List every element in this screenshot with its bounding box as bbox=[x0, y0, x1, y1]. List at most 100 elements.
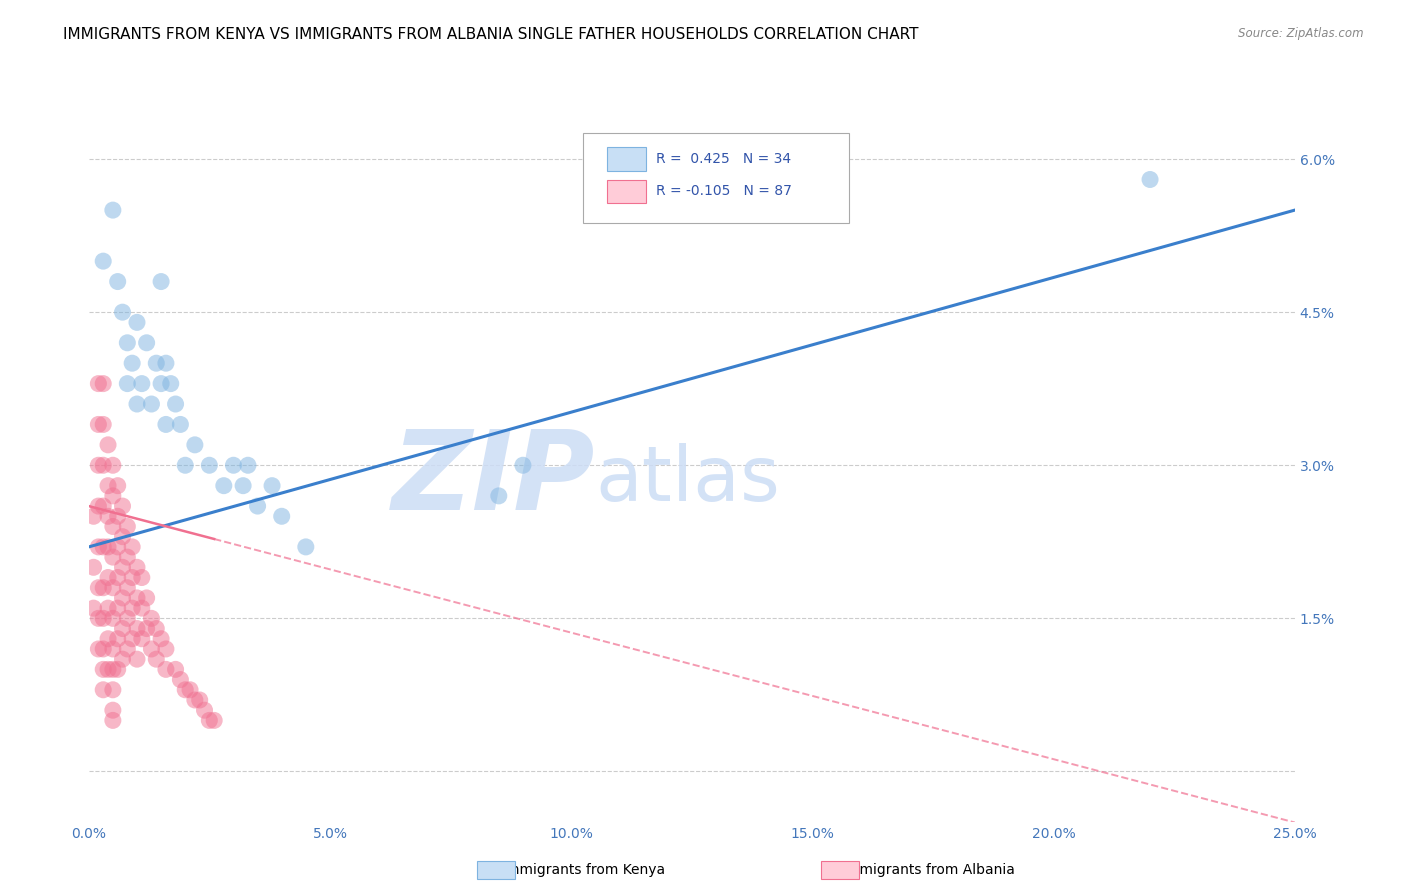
Point bbox=[101, 682, 124, 697]
Point bbox=[91, 662, 114, 676]
Point bbox=[222, 458, 245, 473]
Point bbox=[150, 275, 173, 289]
Point bbox=[87, 581, 110, 595]
Point bbox=[111, 622, 134, 636]
Point bbox=[270, 509, 292, 524]
Point bbox=[91, 376, 114, 391]
Point bbox=[101, 703, 124, 717]
Point bbox=[141, 397, 163, 411]
Point bbox=[101, 489, 124, 503]
Point bbox=[87, 458, 110, 473]
Point bbox=[295, 540, 318, 554]
Point bbox=[101, 519, 124, 533]
Point bbox=[91, 611, 114, 625]
Point bbox=[101, 581, 124, 595]
Point bbox=[97, 662, 120, 676]
Point bbox=[87, 417, 110, 432]
Point bbox=[188, 693, 211, 707]
FancyBboxPatch shape bbox=[583, 133, 849, 223]
Point bbox=[135, 335, 157, 350]
Point bbox=[111, 305, 134, 319]
Point bbox=[232, 478, 254, 492]
Point bbox=[169, 673, 191, 687]
Point bbox=[260, 478, 283, 492]
Point bbox=[184, 693, 207, 707]
Point bbox=[125, 315, 148, 329]
Text: atlas: atlas bbox=[595, 442, 780, 516]
Point bbox=[111, 591, 134, 605]
Point bbox=[91, 417, 114, 432]
Point bbox=[141, 611, 163, 625]
Point bbox=[87, 499, 110, 513]
Point bbox=[198, 714, 221, 728]
Point bbox=[117, 376, 139, 391]
Point bbox=[111, 652, 134, 666]
Point bbox=[150, 632, 173, 646]
Point bbox=[131, 570, 153, 584]
Point bbox=[193, 703, 215, 717]
Point bbox=[198, 458, 221, 473]
Point bbox=[488, 489, 510, 503]
Point bbox=[125, 591, 148, 605]
FancyBboxPatch shape bbox=[607, 146, 645, 170]
Point bbox=[97, 478, 120, 492]
Point bbox=[174, 458, 197, 473]
Point bbox=[101, 611, 124, 625]
Point bbox=[121, 540, 143, 554]
Point bbox=[125, 560, 148, 574]
Point bbox=[145, 652, 167, 666]
Point bbox=[141, 642, 163, 657]
Point bbox=[135, 591, 157, 605]
Point bbox=[91, 540, 114, 554]
Point bbox=[87, 611, 110, 625]
Point bbox=[107, 601, 129, 615]
Point bbox=[121, 632, 143, 646]
Point bbox=[150, 376, 173, 391]
Point bbox=[97, 570, 120, 584]
Point bbox=[101, 203, 124, 218]
Point bbox=[87, 642, 110, 657]
Text: IMMIGRANTS FROM KENYA VS IMMIGRANTS FROM ALBANIA SINGLE FATHER HOUSEHOLDS CORREL: IMMIGRANTS FROM KENYA VS IMMIGRANTS FROM… bbox=[63, 27, 918, 42]
Point bbox=[117, 642, 139, 657]
FancyBboxPatch shape bbox=[607, 179, 645, 203]
Point bbox=[179, 682, 201, 697]
Point bbox=[101, 458, 124, 473]
Point bbox=[91, 682, 114, 697]
Point bbox=[135, 622, 157, 636]
Point bbox=[174, 682, 197, 697]
Point bbox=[101, 642, 124, 657]
Point bbox=[117, 519, 139, 533]
Point bbox=[125, 622, 148, 636]
Point bbox=[159, 376, 181, 391]
Point bbox=[111, 560, 134, 574]
Point bbox=[212, 478, 235, 492]
Point bbox=[131, 376, 153, 391]
Point bbox=[97, 438, 120, 452]
Point bbox=[165, 397, 187, 411]
Point bbox=[131, 601, 153, 615]
Point bbox=[83, 509, 105, 524]
Point bbox=[111, 499, 134, 513]
Point bbox=[107, 478, 129, 492]
Point bbox=[91, 254, 114, 268]
Point bbox=[107, 570, 129, 584]
Point bbox=[101, 662, 124, 676]
Point bbox=[121, 601, 143, 615]
Point bbox=[184, 438, 207, 452]
Point bbox=[91, 642, 114, 657]
Point bbox=[91, 458, 114, 473]
Text: R =  0.425   N = 34: R = 0.425 N = 34 bbox=[655, 152, 790, 166]
Point bbox=[236, 458, 259, 473]
Point bbox=[107, 662, 129, 676]
Point bbox=[155, 662, 177, 676]
Point bbox=[97, 540, 120, 554]
Point bbox=[87, 540, 110, 554]
Point bbox=[97, 601, 120, 615]
Point bbox=[145, 356, 167, 370]
Point bbox=[125, 397, 148, 411]
Text: Source: ZipAtlas.com: Source: ZipAtlas.com bbox=[1239, 27, 1364, 40]
Point bbox=[107, 632, 129, 646]
Point bbox=[107, 509, 129, 524]
Point bbox=[97, 632, 120, 646]
Point bbox=[169, 417, 191, 432]
